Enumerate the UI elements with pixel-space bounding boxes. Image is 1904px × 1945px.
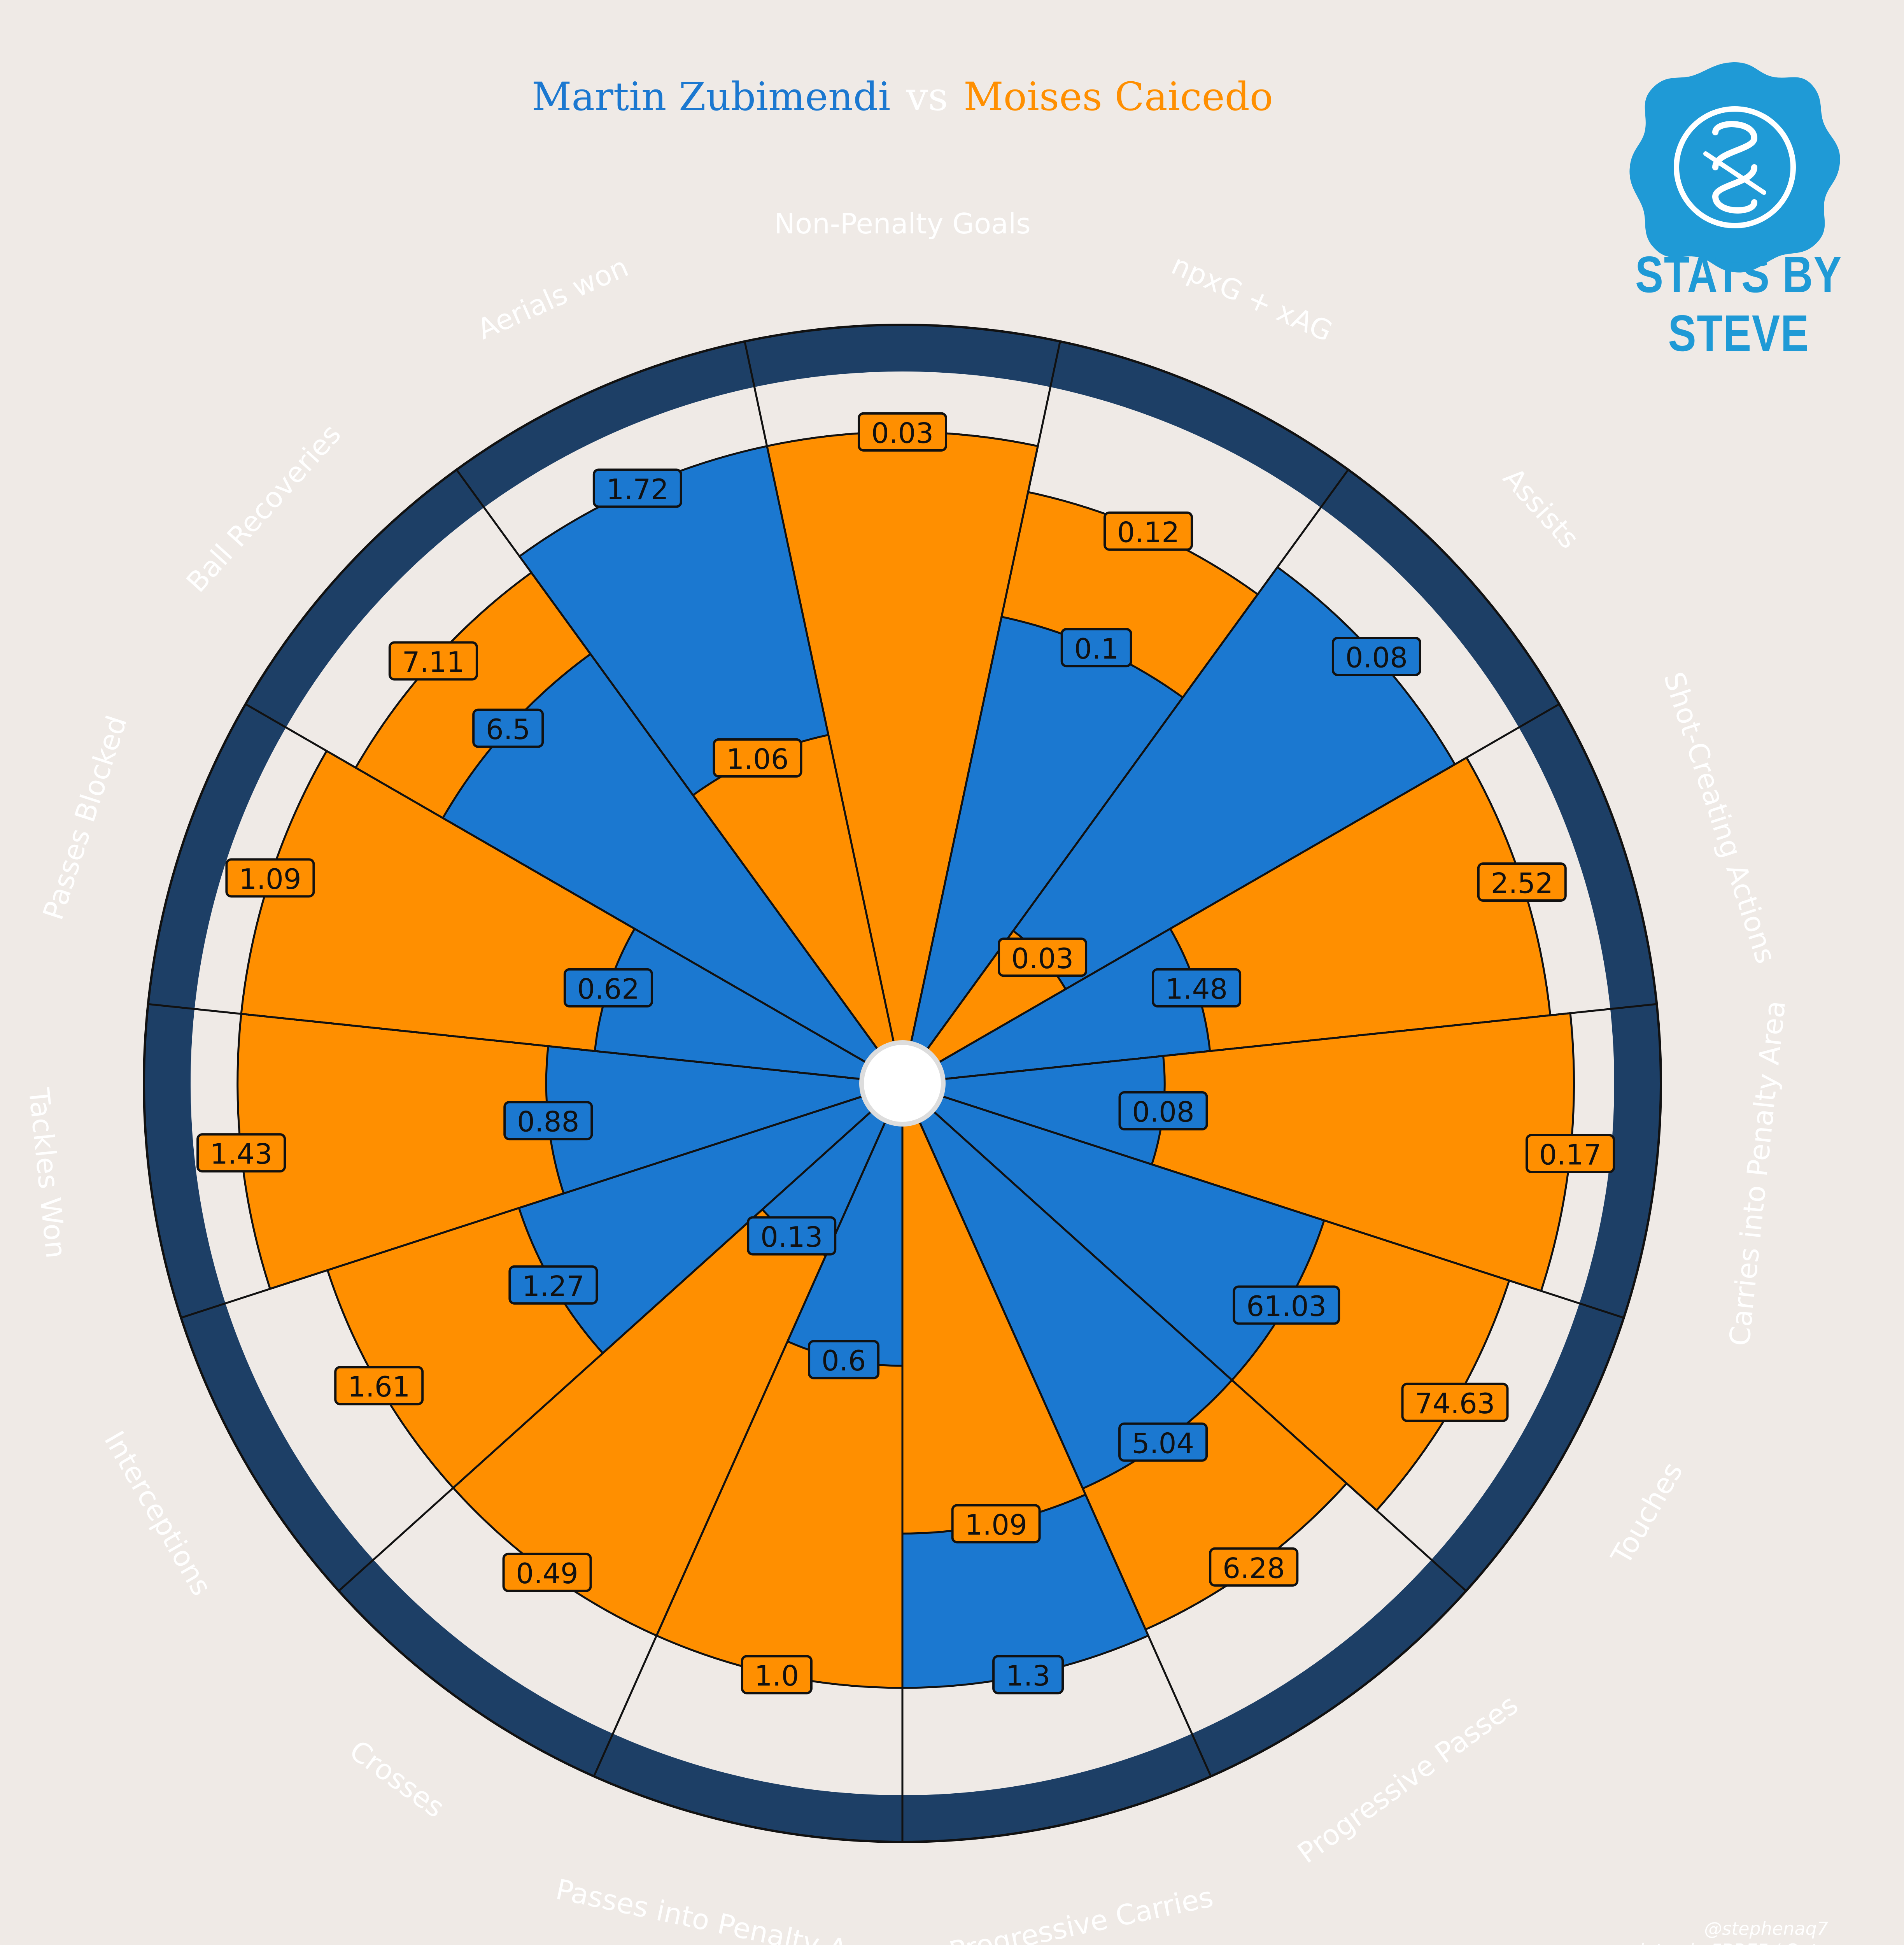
value-label-outer-6-box <box>1209 1547 1299 1587</box>
value-label-outer-12: 1.09 <box>239 863 301 895</box>
value-label-outer-1: 0.12 <box>1117 516 1179 548</box>
value-label-outer-7: 1.3 <box>1006 1659 1051 1692</box>
value-label-inner-3-box <box>1152 968 1242 1008</box>
value-label-outer-5: 74.63 <box>1415 1387 1495 1420</box>
category-label-2: Assists <box>1497 461 1585 555</box>
value-label-outer-7-box <box>992 1655 1064 1694</box>
sector-divider-14 <box>455 469 904 1084</box>
sector-divider-3 <box>902 703 1560 1085</box>
value-label-outer-4: 0.17 <box>1539 1138 1601 1171</box>
sector-divider-1 <box>901 341 1061 1084</box>
value-label-outer-14: 1.72 <box>606 473 669 506</box>
value-label-inner-1: 0.1 <box>1074 633 1119 665</box>
value-label-outer-10-box <box>334 1366 424 1405</box>
value-label-inner-8-box <box>808 1340 880 1379</box>
value-label-outer-5-box <box>1401 1383 1509 1422</box>
stats-by-steve-logo-icon <box>1629 62 1840 273</box>
sector-divider-6 <box>902 1083 1467 1592</box>
value-label-inner-1-box <box>1060 628 1132 668</box>
value-label-inner-10-box <box>508 1265 598 1305</box>
value-label-inner-11-box <box>503 1101 593 1141</box>
category-label-9: Crosses <box>343 1734 450 1824</box>
player2-title: Moises Caicedo <box>963 74 1273 119</box>
value-label-inner-6: 5.04 <box>1132 1427 1194 1460</box>
value-label-inner-10: 1.27 <box>522 1270 584 1302</box>
value-label-inner-5-box <box>1233 1285 1340 1325</box>
value-label-inner-14: 1.06 <box>726 743 788 775</box>
sector-divider-10 <box>338 1083 903 1592</box>
category-label-8: Passes into Penalty Area <box>553 1873 894 1945</box>
category-label-10: Interceptions <box>98 1425 218 1601</box>
value-label-outer-13: 7.11 <box>402 646 464 678</box>
value-label-inner-8: 0.6 <box>822 1344 866 1377</box>
value-label-outer-10: 1.61 <box>348 1370 410 1403</box>
value-label-outer-4-box <box>1526 1134 1615 1173</box>
category-label-4: Carries into Penalty Area <box>1723 999 1792 1347</box>
value-label-inner-13-box <box>472 708 544 748</box>
value-label-outer-9: 0.49 <box>516 1557 578 1590</box>
category-label-3: Shot-Creating Actions <box>1657 668 1782 967</box>
value-label-inner-9-box <box>747 1216 837 1256</box>
value-label-outer-3: 2.52 <box>1491 867 1553 899</box>
category-label-1: npxG + xAG <box>1167 248 1337 348</box>
center-hub <box>859 1040 946 1127</box>
value-label-inner-2: 0.03 <box>1011 942 1074 975</box>
value-label-inner-7: 1.09 <box>965 1509 1027 1541</box>
sector-divider-5 <box>902 1082 1624 1319</box>
value-label-outer-3-box <box>1477 862 1567 902</box>
chart-title: Martin Zubimendi vs Moises Caicedo <box>0 74 1805 119</box>
sector-divider-9 <box>593 1083 904 1777</box>
sector-divider-4 <box>902 1003 1657 1085</box>
value-label-outer-1-box <box>1104 511 1193 551</box>
category-label-11: Tackles Won <box>22 1086 73 1260</box>
value-label-outer-8: 1.0 <box>755 1659 799 1692</box>
value-label-inner-12: 0.62 <box>577 972 639 1005</box>
value-label-inner-4: 0.08 <box>1132 1095 1194 1128</box>
value-label-inner-5: 61.03 <box>1246 1290 1326 1323</box>
value-label-inner-9: 0.13 <box>760 1221 823 1253</box>
category-label-5: Touches <box>1604 1456 1689 1570</box>
category-label-0: Non-Penalty Goals <box>774 207 1031 240</box>
credit-author: @stephenaq7 <box>1704 1918 1828 1939</box>
category-label-6: Progressive Passes <box>1291 1688 1524 1870</box>
sector-divider-7 <box>901 1083 1212 1777</box>
value-label-outer-14-box <box>592 468 682 508</box>
category-label-7: Progressive Carries <box>946 1880 1216 1945</box>
category-label-14: Aerials won <box>472 250 633 346</box>
value-label-outer-13-box <box>388 641 478 681</box>
value-label-inner-4-box <box>1118 1091 1208 1130</box>
value-label-inner-6-box <box>1118 1422 1208 1462</box>
vs-label: vs <box>906 74 948 119</box>
value-label-inner-3: 1.48 <box>1165 972 1228 1005</box>
value-label-inner-12-box <box>563 968 653 1008</box>
value-label-inner-2-box <box>998 937 1088 977</box>
value-label-outer-8-box <box>741 1655 813 1694</box>
sector-divider-11 <box>180 1082 903 1319</box>
value-label-inner-11: 0.88 <box>517 1106 579 1138</box>
value-label-inner-0: 0.03 <box>871 417 934 449</box>
value-label-inner-13: 6.5 <box>486 713 531 746</box>
value-label-inner-14-box <box>713 738 802 778</box>
sector-divider-13 <box>245 703 903 1085</box>
value-label-outer-12-box <box>225 858 315 898</box>
credit-source: data via FBREF / Opta <box>1475 1940 1828 1945</box>
value-label-inner-7-box <box>951 1504 1041 1544</box>
value-label-outer-9-box <box>502 1552 592 1592</box>
value-label-outer-6: 6.28 <box>1223 1552 1285 1584</box>
category-label-13: Ball Recoveries <box>180 418 347 599</box>
value-label-outer-2-box <box>1331 636 1421 676</box>
sector-divider-2 <box>901 469 1349 1084</box>
player1-title: Martin Zubimendi <box>532 74 891 119</box>
category-label-12: Passes Blocked <box>37 711 133 923</box>
value-label-outer-11-box <box>196 1133 286 1173</box>
logo-text: STATS BY STEVE <box>1635 246 1843 362</box>
value-label-outer-11: 1.43 <box>210 1138 272 1171</box>
sector-divider-12 <box>148 1003 903 1085</box>
value-label-inner-0-box <box>858 412 947 452</box>
value-label-outer-2: 0.08 <box>1345 641 1408 674</box>
credits: @stephenaq7 data via FBREF / Opta inspir… <box>1475 1918 1828 1945</box>
